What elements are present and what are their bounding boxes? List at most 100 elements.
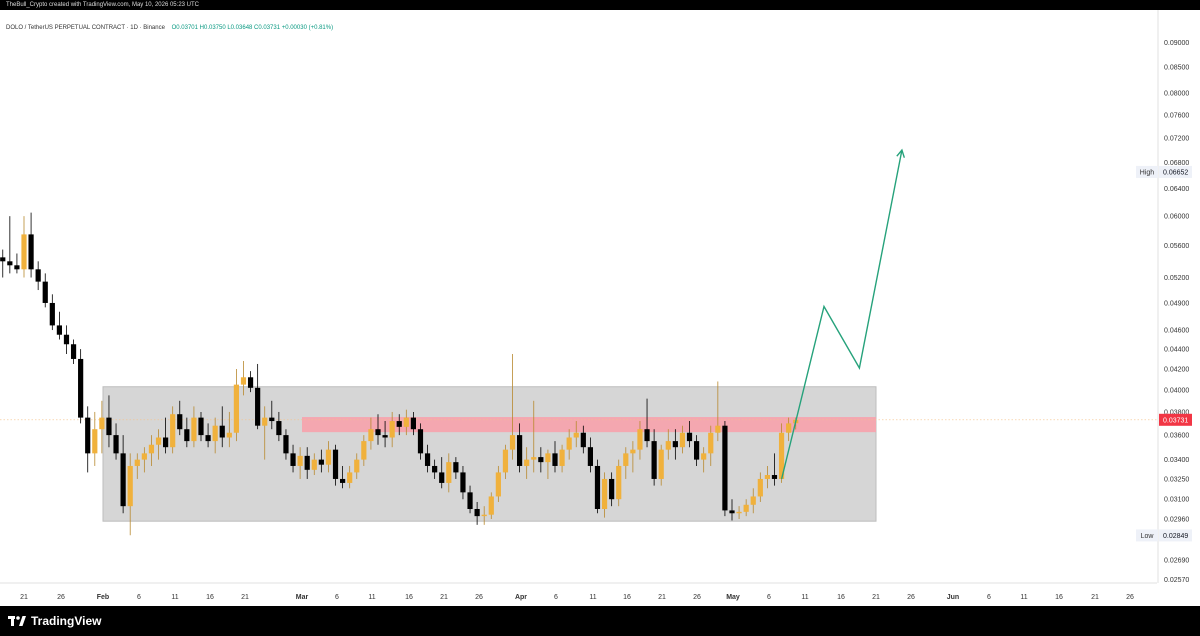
time-tick-label: Feb	[97, 594, 109, 601]
candle-body	[396, 421, 402, 427]
price-chart[interactable]: 0.09000 0.08500 0.08000 0.07600 0.07200 0.068…	[0, 10, 1200, 606]
candle-body	[545, 453, 551, 463]
time-tick-label: 6	[767, 594, 771, 601]
candle	[28, 212, 34, 278]
candle-body	[559, 449, 565, 466]
time-tick-label: 16	[623, 594, 631, 601]
candle-body	[70, 344, 77, 359]
marker-label-bg	[1136, 165, 1158, 178]
candle	[432, 459, 438, 479]
candle	[686, 421, 693, 448]
candle	[304, 447, 310, 479]
candle-body	[389, 421, 395, 438]
marker-value: 0.02849	[1163, 533, 1188, 540]
candle-body	[531, 457, 537, 460]
candle	[538, 447, 544, 473]
candle	[694, 435, 700, 466]
price-tick-label: 0.04600	[1164, 328, 1189, 335]
candle-body	[743, 504, 749, 512]
candle-body	[347, 472, 353, 483]
candle-body	[49, 302, 55, 326]
candle	[368, 417, 374, 450]
candle	[679, 425, 686, 454]
candle-body	[297, 455, 303, 466]
attribution-bar: TheBull_Crypto created with TradingView.…	[0, 0, 1200, 10]
candle-body	[78, 358, 84, 418]
current-price-value: 0.03731	[1163, 417, 1188, 424]
candle	[35, 261, 41, 291]
candle-body	[35, 269, 41, 282]
price-tick-label: 0.08500	[1164, 64, 1189, 71]
price-tick-label: 0.03600	[1164, 433, 1189, 440]
candle-body	[778, 432, 785, 479]
candle	[481, 506, 487, 525]
time-tick-label: 11	[171, 594, 178, 601]
candle-body	[601, 478, 608, 509]
candle	[736, 506, 742, 520]
candle-body	[354, 459, 360, 473]
time-tick-label: 26	[475, 594, 483, 601]
candle-body	[786, 423, 792, 433]
marker-label: Low	[1141, 533, 1155, 540]
candle	[658, 444, 664, 486]
candle-body	[623, 453, 629, 466]
candle	[630, 441, 636, 473]
time-tick-label: 11	[368, 594, 375, 601]
time-tick-label: 26	[907, 594, 915, 601]
chart-area[interactable]: 0.09000 0.08500 0.08000 0.07600 0.07200 0.068…	[0, 10, 1200, 606]
candle-body	[701, 453, 707, 460]
candle-body	[311, 459, 317, 470]
candle-body	[771, 475, 778, 479]
price-tick-label: 0.04200	[1164, 367, 1189, 374]
time-tick-label: 21	[1091, 594, 1099, 601]
candle-body	[170, 414, 176, 448]
candle	[778, 423, 785, 483]
tradingview-logo[interactable]: TradingView	[8, 614, 101, 628]
candle	[552, 441, 558, 473]
candle-body	[340, 478, 346, 483]
candle	[318, 449, 324, 473]
candle-body	[247, 377, 254, 388]
candle-body	[439, 472, 445, 483]
candle	[63, 325, 70, 354]
projection-path	[780, 149, 903, 480]
candle	[205, 423, 211, 448]
candle	[276, 411, 282, 442]
marker-low: Low 0.02849	[1136, 529, 1192, 542]
candle	[113, 423, 119, 460]
candle-body	[56, 325, 62, 335]
time-tick-label: Apr	[515, 594, 527, 601]
candle	[184, 417, 190, 448]
candle	[672, 429, 678, 460]
candle	[354, 453, 360, 479]
candle	[233, 369, 239, 442]
time-tick-label: 6	[554, 594, 558, 601]
price-tick-label: 0.04400	[1164, 347, 1189, 354]
candle	[644, 398, 650, 448]
current-price-bg	[1159, 413, 1192, 426]
candle	[786, 417, 792, 442]
candle-body	[580, 432, 586, 448]
candle	[502, 444, 509, 479]
candle-body	[686, 432, 693, 442]
candle-body	[424, 453, 431, 466]
time-tick-label: 21	[440, 594, 448, 601]
candle	[177, 400, 183, 436]
footer-bar: TradingView	[0, 606, 1200, 636]
candle	[559, 444, 565, 473]
candle-body	[488, 496, 494, 515]
candle	[587, 437, 593, 473]
candle-body	[750, 496, 756, 505]
marker-value-bg	[1159, 529, 1192, 542]
candle-body	[92, 429, 98, 454]
time-tick-label: 26	[693, 594, 701, 601]
candle-body	[85, 417, 91, 454]
candle	[120, 435, 126, 514]
candle-body	[403, 417, 409, 427]
price-tick-label: 0.06400	[1164, 186, 1189, 193]
price-tick-label: 0.02690	[1164, 558, 1189, 565]
price-tick-label: 0.08000	[1164, 90, 1189, 97]
candle-body	[269, 417, 275, 422]
candle-body	[304, 455, 310, 470]
candle-body	[7, 261, 13, 266]
